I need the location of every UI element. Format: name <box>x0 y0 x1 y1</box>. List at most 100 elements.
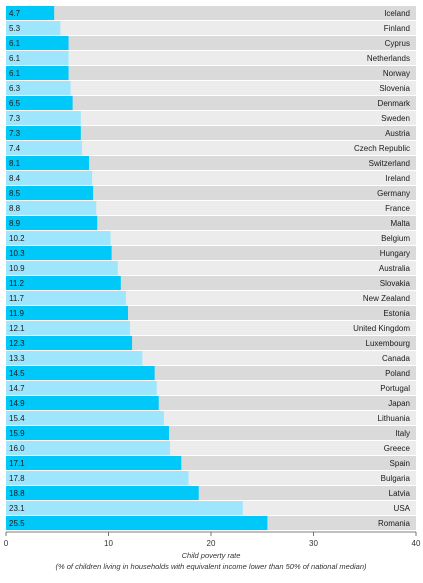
bar <box>6 216 98 230</box>
category-label: Slovakia <box>380 279 411 288</box>
bar <box>6 171 93 185</box>
bar <box>6 456 182 470</box>
x-axis-ticks: 0 10 20 30 40 <box>4 532 421 548</box>
x-tick-label: 30 <box>309 539 318 548</box>
bar <box>6 141 82 155</box>
bars <box>6 6 268 530</box>
category-label: Switzerland <box>369 159 410 168</box>
bar <box>6 231 111 245</box>
bar <box>6 426 169 440</box>
bar-value-label: 8.1 <box>9 159 21 168</box>
x-axis-subtitle: (% of children living in households with… <box>55 562 367 571</box>
bar-value-label: 8.9 <box>9 219 21 228</box>
category-label: Latvia <box>389 489 411 498</box>
x-tick-label: 40 <box>412 539 421 548</box>
category-label: Netherlands <box>367 54 410 63</box>
category-label: Hungary <box>380 249 410 258</box>
bar-value-label: 17.1 <box>9 459 25 468</box>
bar-value-label: 4.7 <box>9 9 21 18</box>
bar <box>6 276 121 290</box>
bar <box>6 516 268 530</box>
category-label: Austria <box>385 129 410 138</box>
category-label: Belgium <box>381 234 410 243</box>
row-background <box>6 36 416 50</box>
bar <box>6 51 69 65</box>
row-background <box>6 171 416 185</box>
category-label: Cyprus <box>385 39 410 48</box>
bar <box>6 441 170 455</box>
row-background <box>6 201 416 215</box>
bar-value-label: 6.5 <box>9 99 21 108</box>
bar-value-label: 11.7 <box>9 294 25 303</box>
bar-value-label: 10.2 <box>9 234 25 243</box>
category-label: United Kingdom <box>353 324 410 333</box>
category-label: Bulgaria <box>381 474 411 483</box>
category-label: Slovenia <box>379 84 410 93</box>
category-label: Estonia <box>383 309 410 318</box>
bar-value-label: 7.4 <box>9 144 21 153</box>
row-background <box>6 6 416 20</box>
bar <box>6 111 81 125</box>
x-tick-label: 10 <box>104 539 113 548</box>
bar <box>6 156 90 170</box>
bar <box>6 96 73 110</box>
bar-value-label: 8.5 <box>9 189 21 198</box>
bar <box>6 6 55 20</box>
row-background <box>6 141 416 155</box>
bar-value-label: 12.1 <box>9 324 25 333</box>
row-background <box>6 186 416 200</box>
row-background <box>6 111 416 125</box>
row-background <box>6 156 416 170</box>
category-label: Finland <box>384 24 410 33</box>
bar-value-label: 17.8 <box>9 474 25 483</box>
bar <box>6 321 131 335</box>
bar-value-label: 12.3 <box>9 339 25 348</box>
bar-value-label: 8.4 <box>9 174 21 183</box>
bar-value-label: 14.7 <box>9 384 25 393</box>
category-label: Canada <box>382 354 411 363</box>
category-label: Australia <box>379 264 411 273</box>
bar <box>6 186 94 200</box>
bar <box>6 336 133 350</box>
category-label: Lithuania <box>378 414 411 423</box>
category-label: Denmark <box>378 99 411 108</box>
category-label: Norway <box>383 69 410 78</box>
bar-value-label: 16.0 <box>9 444 25 453</box>
bar-value-label: 7.3 <box>9 114 21 123</box>
bar-value-label: 14.9 <box>9 399 25 408</box>
bar <box>6 21 61 35</box>
bar <box>6 381 157 395</box>
bar-value-label: 15.9 <box>9 429 25 438</box>
category-label: Japan <box>388 399 410 408</box>
category-label: Italy <box>395 429 410 438</box>
category-label: Greece <box>384 444 411 453</box>
category-label: Czech Republic <box>354 144 410 153</box>
category-label: Germany <box>377 189 410 198</box>
row-background <box>6 51 416 65</box>
bar-value-label: 10.9 <box>9 264 25 273</box>
bar <box>6 201 97 215</box>
category-label: Luxembourg <box>366 339 410 348</box>
bar-value-label: 18.8 <box>9 489 25 498</box>
category-label: Romania <box>378 519 411 528</box>
bar <box>6 486 199 500</box>
bar <box>6 306 128 320</box>
bar-value-label: 7.3 <box>9 129 21 138</box>
category-label: Malta <box>390 219 410 228</box>
bar <box>6 396 159 410</box>
x-axis-title: Child poverty rate <box>182 551 241 560</box>
bar-value-label: 5.3 <box>9 24 21 33</box>
bar-value-label: 6.1 <box>9 54 21 63</box>
row-background <box>6 126 416 140</box>
bar <box>6 291 126 305</box>
bar-value-label: 23.1 <box>9 504 25 513</box>
bar-value-label: 13.3 <box>9 354 25 363</box>
bar <box>6 66 69 80</box>
row-background <box>6 81 416 95</box>
category-label: Spain <box>390 459 410 468</box>
bar <box>6 261 118 275</box>
value-labels: 4.7 5.3 6.1 6.1 6.1 6.3 6.5 7.3 7.3 7.4 8.1 8.4 8.5 8… <box>9 9 25 528</box>
category-label: France <box>385 204 410 213</box>
bar <box>6 471 189 485</box>
